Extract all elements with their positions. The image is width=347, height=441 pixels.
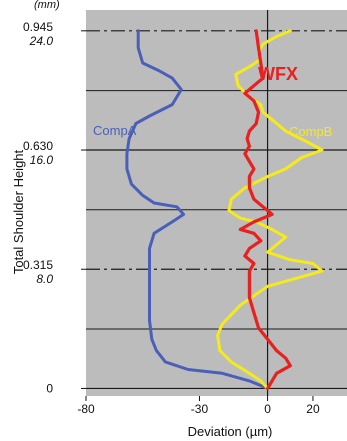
x-tick-label: 0 (264, 402, 271, 416)
y-tick-label: 0 (46, 381, 53, 395)
y-tick-sublabel: 24.0 (29, 34, 54, 48)
series-line-compb (216, 29, 324, 390)
series-layer (125, 29, 324, 390)
series-label-wfx: WFX (258, 64, 298, 84)
series-label-compa: CompA (93, 123, 137, 138)
y-axis-label: Total Shoulder Height (11, 149, 26, 274)
y-tick-label: 0.945 (23, 20, 53, 34)
y-tick-sublabel: 8.0 (36, 272, 53, 286)
x-tick-label: -30 (191, 402, 209, 416)
y-unit-label: (mm) (34, 0, 60, 11)
y-tick-label: 0.630 (23, 139, 53, 153)
plot-background (86, 10, 347, 396)
x-tick-label: 20 (306, 402, 320, 416)
x-axis-label: Deviation (µm) (188, 424, 273, 439)
series-line-wfx (238, 29, 292, 390)
x-tick-label: -80 (77, 402, 95, 416)
y-tick-label: 0.315 (23, 258, 53, 272)
gridlines (86, 30, 347, 390)
series-label-compb: CompB (289, 124, 332, 139)
y-tick-sublabel: 16.0 (30, 153, 54, 167)
series-line-compa (125, 29, 270, 390)
